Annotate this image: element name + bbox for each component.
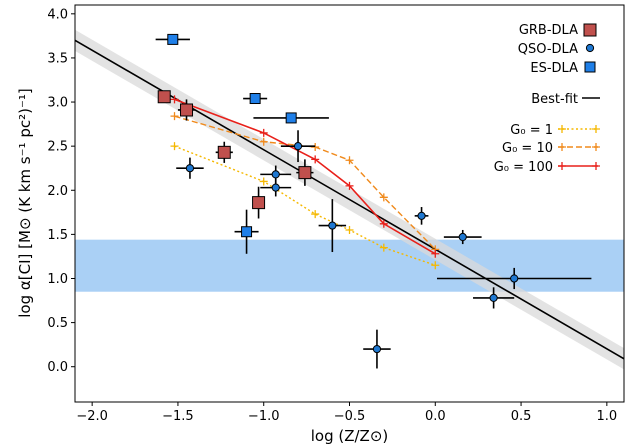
series-point-g1 bbox=[170, 142, 179, 151]
plot-area bbox=[75, 29, 624, 370]
series-point-g10 bbox=[259, 137, 268, 146]
qso-dla-point bbox=[372, 344, 382, 354]
y-tick-label: 3.0 bbox=[47, 96, 68, 111]
legend-marker-g10-plus bbox=[592, 143, 600, 151]
series-point-g1 bbox=[379, 243, 388, 252]
qso-dla-point bbox=[458, 232, 467, 242]
series-point-g1 bbox=[259, 177, 268, 186]
es-dla-point bbox=[241, 226, 253, 238]
grb-dla-point bbox=[252, 196, 266, 210]
legend-marker-g10-plus bbox=[558, 143, 566, 151]
legend-label-g0-10: G₀ = 10 bbox=[502, 141, 553, 156]
series-point-g1 bbox=[345, 225, 354, 234]
ticks: −2.0 −1.5 −1.0 −0.5 0.0 0.5 1.0 0.0 0.5 1.0 1.5 2.0… bbox=[47, 7, 617, 424]
qso-dla-point bbox=[271, 183, 280, 192]
y-tick-label: 3.5 bbox=[47, 51, 68, 66]
x-tick-label: 0.0 bbox=[425, 409, 446, 424]
series-point-g100 bbox=[259, 128, 268, 137]
best-fit-line bbox=[75, 39, 624, 360]
legend-label-qso-dla: QSO-DLA bbox=[518, 42, 578, 57]
x-tick-label: −1.0 bbox=[248, 409, 280, 424]
series-line-g100 bbox=[174, 98, 436, 255]
series-point-g1 bbox=[311, 210, 320, 219]
qso-dla-point bbox=[293, 142, 303, 151]
legend-marker-g100-plus bbox=[592, 162, 600, 170]
grb-dla-point bbox=[217, 145, 231, 159]
qso-dla-point bbox=[328, 221, 337, 230]
es-dla-point bbox=[285, 112, 297, 124]
legend-label-g0-1: G₀ = 1 bbox=[510, 123, 553, 138]
x-tick-label: −0.5 bbox=[334, 409, 366, 424]
legend-marker-g1-plus bbox=[558, 125, 566, 133]
series-point-g10 bbox=[311, 143, 320, 152]
series-point-g1 bbox=[431, 261, 440, 270]
qso-dla-point bbox=[271, 170, 280, 179]
y-tick-label: 0.5 bbox=[47, 316, 68, 331]
series-point-g100 bbox=[379, 219, 388, 228]
x-tick-label: 1.0 bbox=[597, 409, 618, 424]
series-point-g10 bbox=[170, 112, 179, 121]
qso-dla-point bbox=[489, 293, 498, 302]
x-tick-label: 0.5 bbox=[511, 409, 532, 424]
y-tick-label: 0.0 bbox=[47, 360, 68, 375]
legend-marker-g100-plus bbox=[558, 162, 566, 170]
series-line-g10 bbox=[174, 115, 436, 250]
y-tick-label: 4.0 bbox=[47, 7, 68, 22]
es-dla-point bbox=[249, 93, 261, 105]
legend-marker-qso-dla bbox=[585, 43, 595, 53]
series-point-g100 bbox=[170, 95, 179, 104]
y-tick-label: 1.0 bbox=[47, 272, 68, 287]
series-point-g100 bbox=[311, 155, 320, 164]
series-point-g100 bbox=[431, 249, 440, 258]
legend-marker-es-dla bbox=[584, 61, 596, 73]
legend-label-best-fit: Best-fit bbox=[531, 92, 578, 107]
es-dla-point bbox=[167, 33, 179, 45]
y-tick-label: 2.5 bbox=[47, 140, 68, 155]
x-tick-label: −2.0 bbox=[76, 409, 108, 424]
shaded-band bbox=[75, 239, 624, 292]
legend-label-g0-100: G₀ = 100 bbox=[494, 160, 553, 175]
legend-marker-grb-dla bbox=[583, 23, 597, 37]
qso-dla-point bbox=[510, 274, 519, 283]
y-tick-label: 1.5 bbox=[47, 228, 68, 243]
y-axis-label: log α[CI] [M⊙ (K km s⁻¹ pc²)⁻¹] bbox=[16, 88, 34, 317]
legend-label-grb-dla: GRB-DLA bbox=[519, 23, 578, 38]
qso-dla-point bbox=[185, 164, 195, 173]
legend-marker-g1-plus bbox=[592, 125, 600, 133]
legend: GRB-DLA QSO-DLA ES-DLA Best-fit G₀ = 1 G… bbox=[494, 23, 600, 175]
grb-dla-point bbox=[180, 103, 194, 117]
grb-dla-point bbox=[157, 90, 171, 104]
qso-dla-point bbox=[417, 211, 426, 220]
legend-label-es-dla: ES-DLA bbox=[530, 61, 578, 76]
series-point-g10 bbox=[379, 193, 388, 202]
x-axis-label: log (Z/Z⊙) bbox=[311, 427, 389, 445]
x-tick-label: −1.5 bbox=[162, 409, 194, 424]
y-tick-label: 2.0 bbox=[47, 184, 68, 199]
grb-dla-point bbox=[298, 166, 312, 180]
series-point-g100 bbox=[345, 181, 354, 190]
series-point-g10 bbox=[345, 156, 354, 165]
